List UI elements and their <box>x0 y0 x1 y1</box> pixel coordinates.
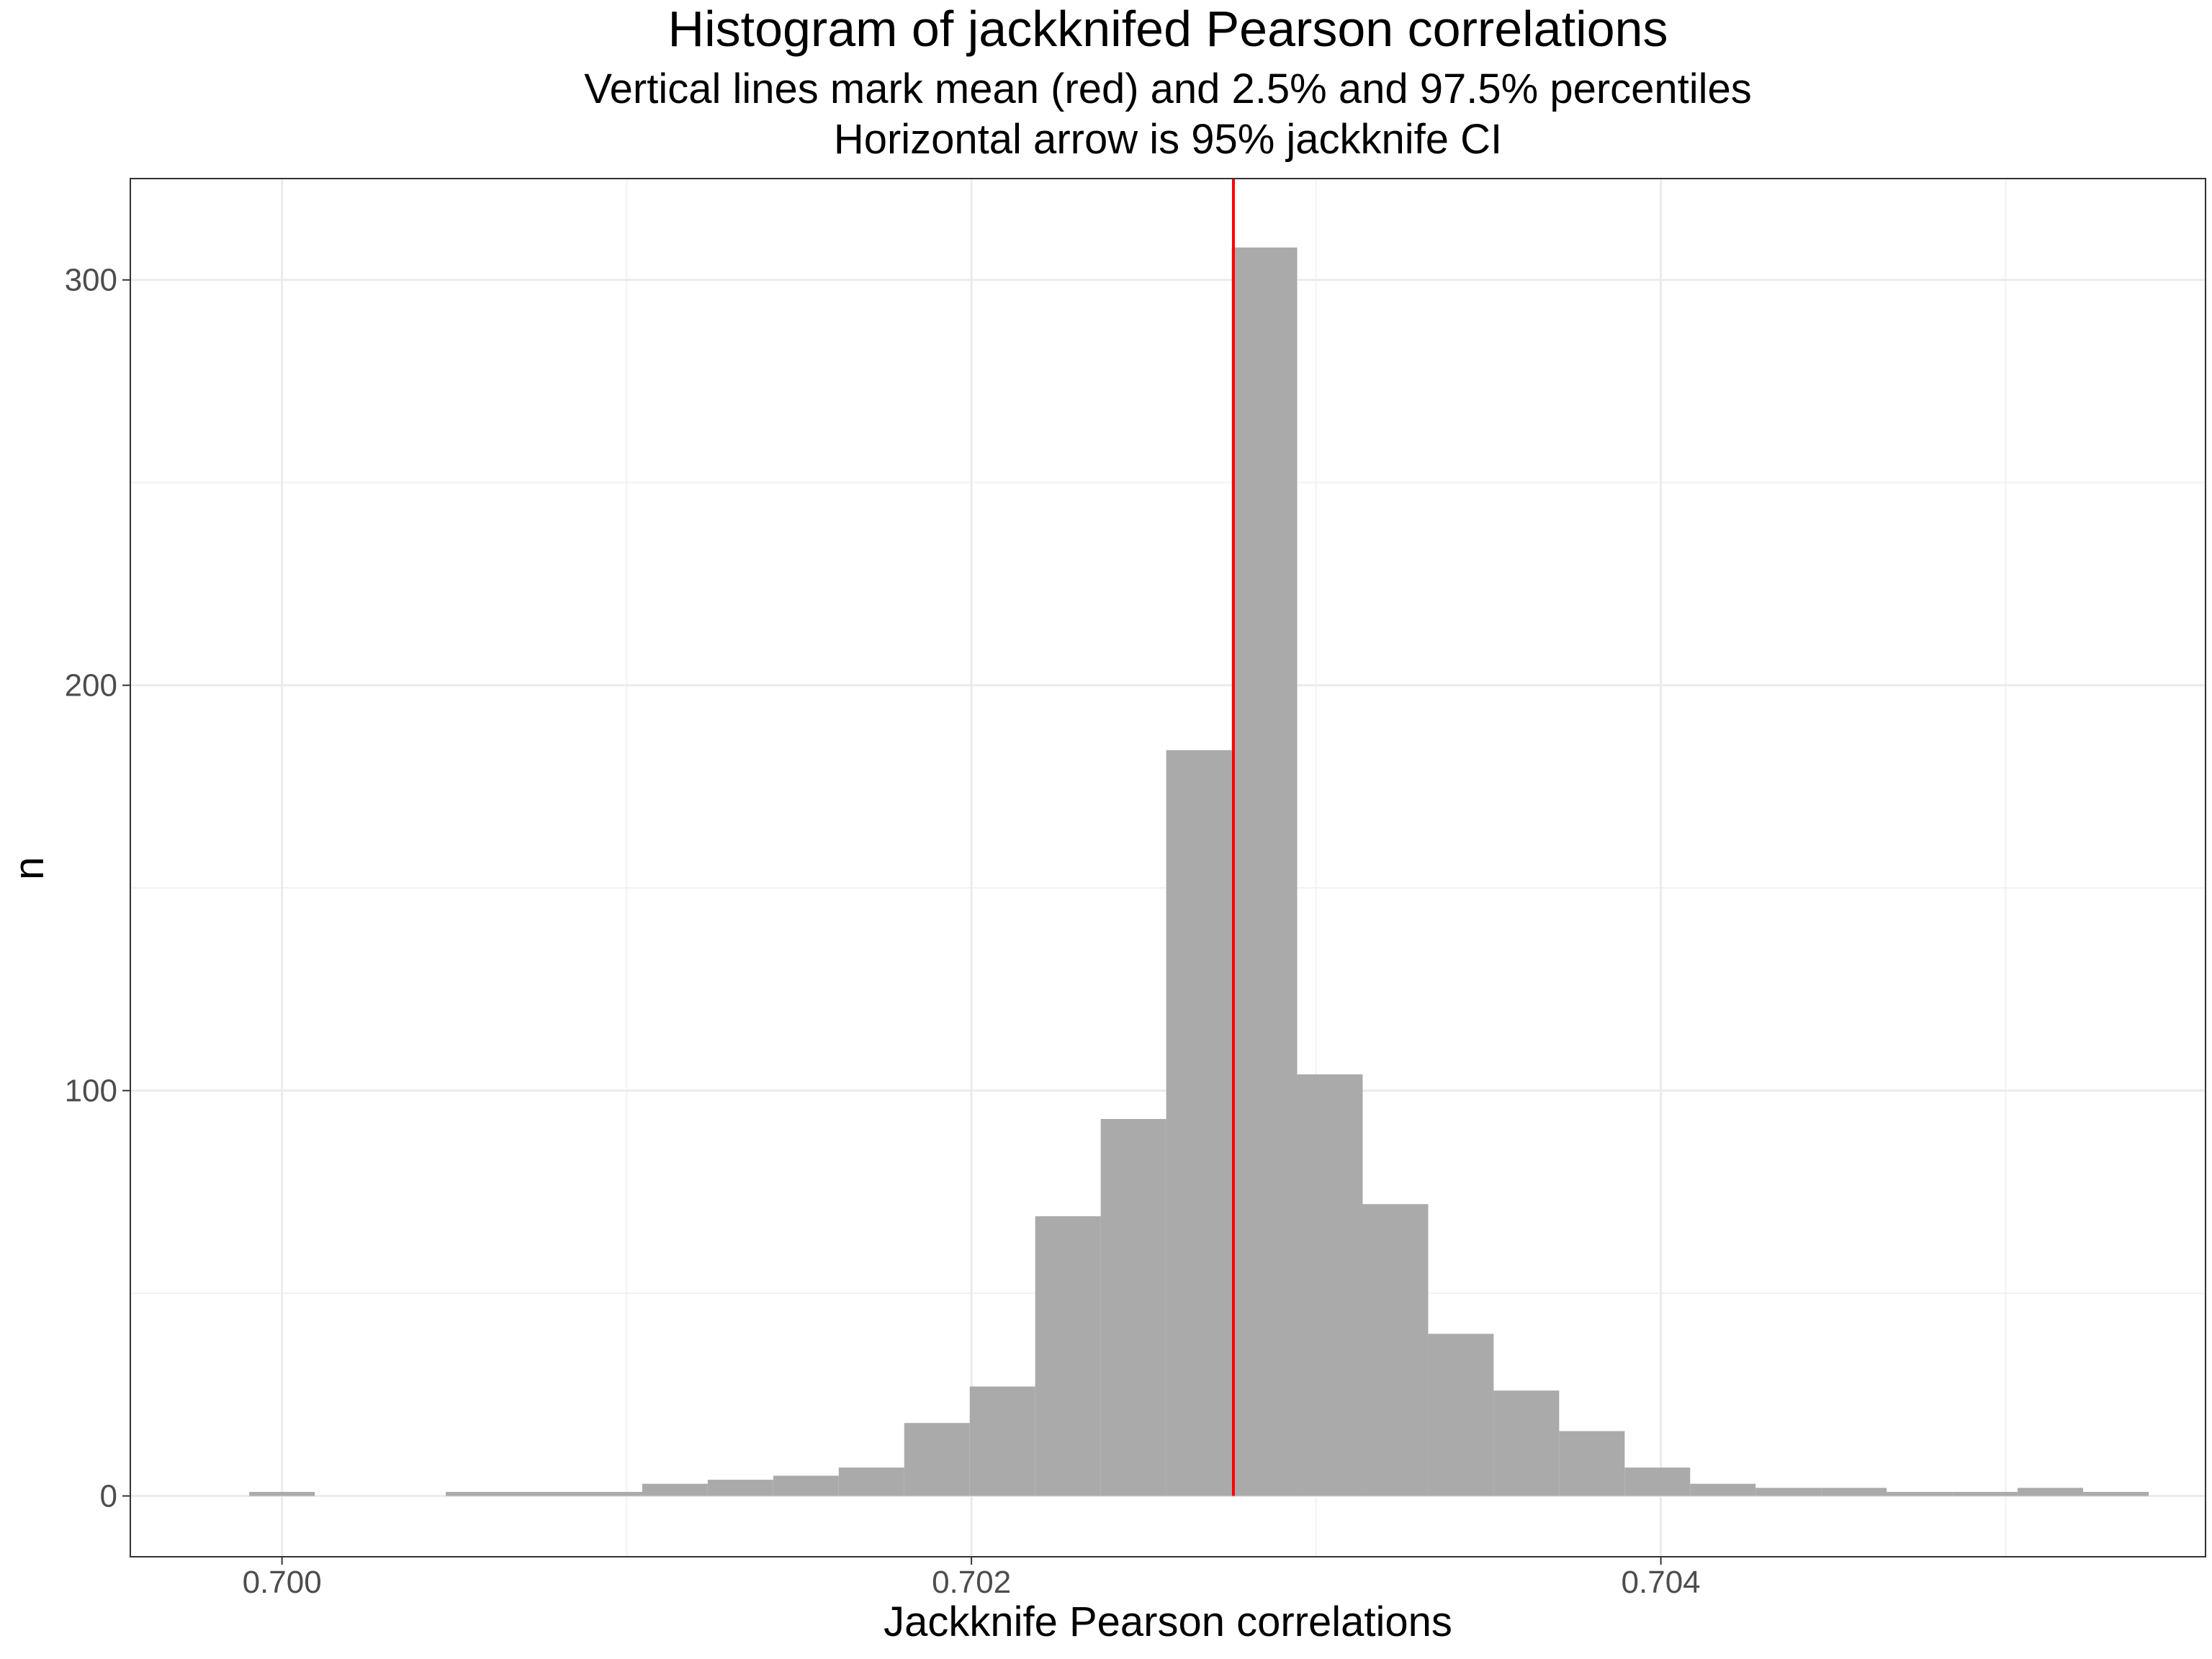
x-axis-title: Jackknife Pearson correlations <box>884 1599 1452 1645</box>
histogram-bar <box>642 1483 708 1496</box>
histogram-bar <box>511 1491 577 1496</box>
y-tick-label: 100 <box>65 1074 117 1109</box>
histogram-bar <box>249 1491 315 1496</box>
histogram-bar <box>1690 1483 1756 1496</box>
histogram-bar <box>1362 1204 1429 1496</box>
histogram-bar <box>1624 1467 1691 1496</box>
y-tick-label: 200 <box>65 668 117 703</box>
histogram-bar <box>1231 247 1298 1496</box>
chart-title: Histogram of jackknifed Pearson correlat… <box>668 1 1668 57</box>
histogram-bar <box>1297 1074 1363 1496</box>
histogram-bar <box>1035 1216 1101 1496</box>
y-tick-label: 300 <box>65 263 117 298</box>
histogram-bar <box>576 1491 642 1496</box>
histogram-bar <box>904 1423 970 1496</box>
histogram-bar <box>773 1475 839 1496</box>
histogram-bar <box>2083 1491 2149 1496</box>
histogram-bar <box>1428 1334 1494 1496</box>
histogram-bar <box>1100 1119 1166 1496</box>
histogram-bar <box>446 1491 512 1496</box>
histogram-bar <box>969 1386 1035 1496</box>
histogram-bar <box>1755 1488 1822 1496</box>
histogram-bar <box>1952 1491 2018 1496</box>
plot-panel-border <box>130 178 2206 1557</box>
x-tick-label: 0.704 <box>1622 1565 1701 1600</box>
axis-ticks: 0 100 200 300 0.700 0.702 0.704 <box>65 263 1701 1600</box>
histogram-bar <box>707 1480 773 1496</box>
x-tick-label: 0.700 <box>243 1565 322 1600</box>
histogram-bar <box>2018 1488 2084 1496</box>
histogram-bar <box>1559 1431 1625 1496</box>
histogram-bar <box>1166 750 1232 1496</box>
histogram-bar <box>1887 1491 1953 1496</box>
y-axis-title: n <box>6 857 53 880</box>
histogram-bars <box>249 247 2149 1496</box>
chart-subtitle-line-2: Horizontal arrow is 95% jackknife CI <box>834 116 1502 163</box>
histogram-bar <box>838 1467 904 1496</box>
y-tick-label: 0 <box>100 1479 117 1514</box>
histogram-bar <box>1493 1390 1560 1496</box>
x-tick-label: 0.702 <box>932 1565 1011 1600</box>
chart-subtitle-line-1: Vertical lines mark mean (red) and 2.5% … <box>584 66 1752 112</box>
histogram-bar <box>1821 1488 1887 1496</box>
